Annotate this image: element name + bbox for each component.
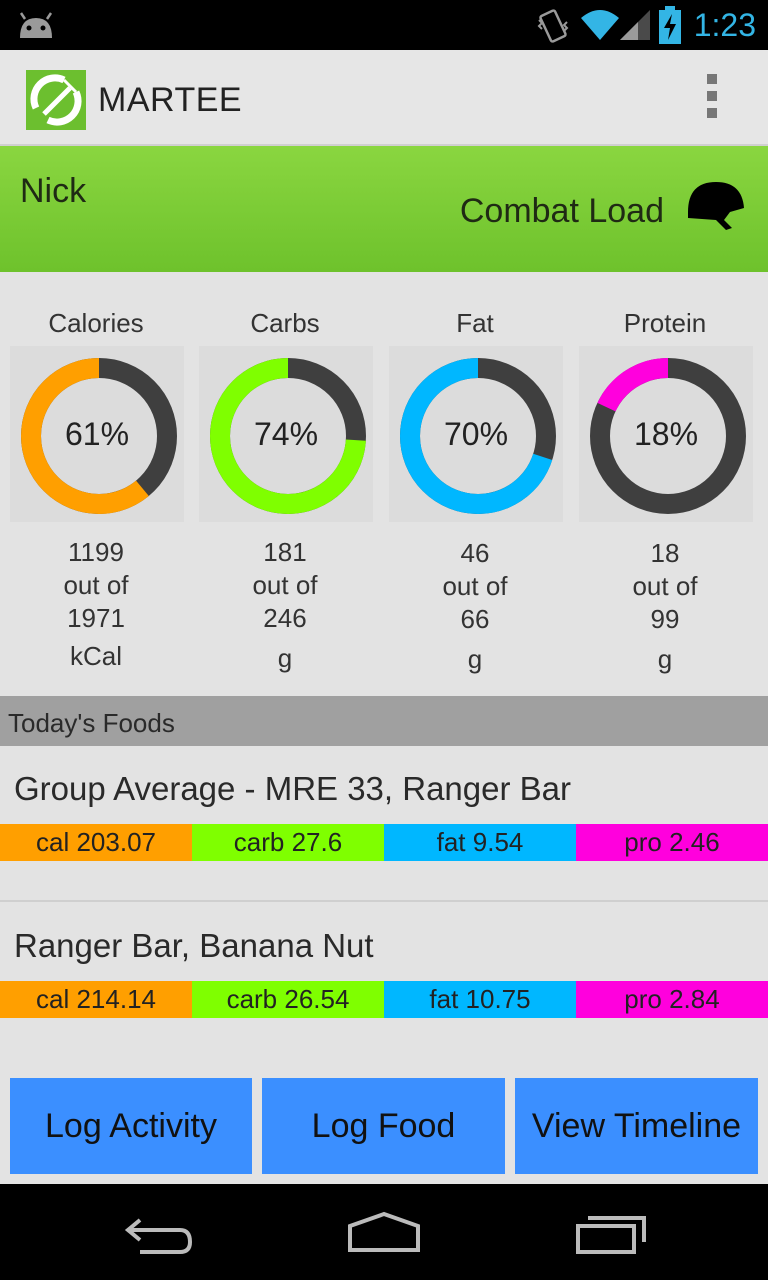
calories-out-of: out of <box>63 570 129 600</box>
macro-carb: carb 26.54 <box>192 981 384 1018</box>
metric-protein: Protein 18% 18 out of 99 g <box>569 272 761 696</box>
metric-fat: Fat 70% 46 out of 66 g <box>379 272 571 696</box>
carbs-unit: g <box>277 643 293 673</box>
fat-unit: g <box>467 644 483 674</box>
section-title: Today's Foods <box>8 708 175 738</box>
macro-fat: fat 10.75 <box>384 981 576 1018</box>
helmet-icon <box>688 182 744 230</box>
macro-cal: cal 203.07 <box>0 824 192 861</box>
macro-fat: fat 9.54 <box>384 824 576 861</box>
food-list-item[interactable]: Group Average - MRE 33, Ranger Bar cal 2… <box>0 746 768 902</box>
macro-cal: cal 214.14 <box>0 981 192 1018</box>
fat-out-of: out of <box>442 571 508 601</box>
calories-value: 1199 <box>68 537 124 567</box>
protein-ring-progress <box>590 358 746 514</box>
fat-value: 46 <box>460 538 490 568</box>
list-divider <box>0 900 768 902</box>
wifi-icon <box>581 10 619 40</box>
macro-pro: pro 2.84 <box>576 981 768 1018</box>
calories-ring-progress <box>21 358 177 514</box>
carbs-percent: 74% <box>253 416 319 452</box>
calories-unit: kCal <box>69 641 122 671</box>
recent-apps-icon[interactable] <box>572 1204 652 1264</box>
app-title: MARTEE <box>98 81 243 119</box>
todays-foods-header: Today's Foods <box>0 696 768 746</box>
main-content: Calories 61% 1199 out of 1971 kCal Carbs… <box>0 272 768 1184</box>
food-name: Group Average - MRE 33, Ranger Bar <box>14 770 572 807</box>
user-name: Nick <box>20 172 87 210</box>
metric-carbs: Carbs 74% 181 out of 246 g <box>189 272 381 696</box>
protein-ring-card: 18% <box>579 346 753 522</box>
metric-label: Fat <box>456 308 494 338</box>
android-icon <box>19 12 53 38</box>
status-bar: 1:23 <box>0 0 768 50</box>
log-activity-label: Log Activity <box>45 1106 217 1145</box>
food-list-item[interactable]: Ranger Bar, Banana Nut cal 214.14 carb 2… <box>0 903 768 1059</box>
carbs-value: 181 <box>263 537 307 567</box>
log-activity-button[interactable]: Log Activity <box>10 1078 252 1174</box>
vibrate-icon <box>537 9 569 43</box>
back-icon[interactable] <box>120 1204 200 1264</box>
calories-percent: 61% <box>64 416 130 452</box>
battery-icon <box>659 6 681 44</box>
fat-ring-card: 70% <box>389 346 563 522</box>
view-timeline-button[interactable]: View Timeline <box>515 1078 758 1174</box>
protein-value: 18 <box>650 538 680 568</box>
calories-target: 1971 <box>67 603 125 633</box>
load-type-label: Combat Load <box>459 192 664 230</box>
metric-label: Carbs <box>250 308 320 338</box>
profile-band: Nick Combat Load <box>0 146 768 272</box>
carbs-ring-progress <box>210 358 366 514</box>
macro-carb: carb 27.6 <box>192 824 384 861</box>
protein-unit: g <box>657 644 673 674</box>
metric-label: Calories <box>48 308 144 338</box>
metric-calories: Calories 61% 1199 out of 1971 kCal <box>0 272 192 696</box>
signal-icon <box>620 10 650 40</box>
view-timeline-label: View Timeline <box>531 1106 742 1145</box>
protein-target: 99 <box>650 604 680 634</box>
metric-label: Protein <box>623 308 707 338</box>
log-food-label: Log Food <box>311 1106 456 1145</box>
carbs-out-of: out of <box>252 570 318 600</box>
protein-percent: 18% <box>633 416 699 452</box>
calories-ring-card: 61% <box>10 346 184 522</box>
log-food-button[interactable]: Log Food <box>262 1078 505 1174</box>
food-name: Ranger Bar, Banana Nut <box>14 927 374 964</box>
macro-pro: pro 2.46 <box>576 824 768 861</box>
fork-and-spoon-logo-icon[interactable] <box>26 70 86 130</box>
fat-ring-progress <box>400 358 556 514</box>
carbs-ring-card: 74% <box>199 346 373 522</box>
overflow-menu-icon[interactable] <box>700 74 724 124</box>
fat-target: 66 <box>460 604 490 634</box>
action-bar: MARTEE <box>0 50 768 146</box>
navigation-bar <box>0 1184 768 1280</box>
fat-percent: 70% <box>443 416 509 452</box>
carbs-target: 246 <box>263 603 307 633</box>
home-icon[interactable] <box>344 1204 424 1264</box>
status-time: 1:23 <box>693 7 756 43</box>
protein-out-of: out of <box>632 571 698 601</box>
